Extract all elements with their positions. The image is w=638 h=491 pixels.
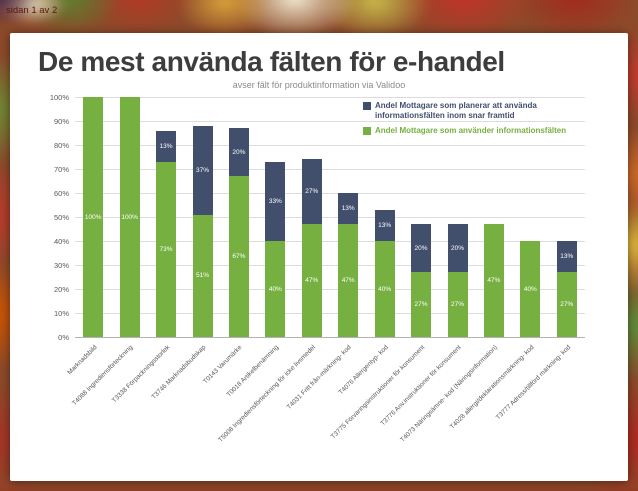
bar-segment-uses: 40% xyxy=(265,241,286,337)
x-axis-label: T0143 Varumärke xyxy=(202,344,244,386)
y-axis-tick-label: 70% xyxy=(53,165,69,174)
legend-label: Andel Mottagare som planerar att använda… xyxy=(375,101,537,120)
x-axis-labels: Marknadsbild T4088 Ingrediensförteckning T… xyxy=(66,339,585,481)
bar-segment-plans: 27% xyxy=(301,159,322,225)
bar-value-label: 51% xyxy=(195,272,209,280)
y-axis-tick-label: 90% xyxy=(53,117,69,126)
bar-segment-uses: 100% xyxy=(119,97,140,337)
bar-value-label: 47% xyxy=(487,277,501,285)
bar-value-label: 100% xyxy=(121,213,138,221)
legend-item: Andel Mottagare som planerar att använda… xyxy=(363,101,585,121)
bar-value-label: 47% xyxy=(305,277,319,285)
legend-label: Andel Mottagare som använder information… xyxy=(375,126,567,135)
bar-segment-uses: 27% xyxy=(556,272,577,337)
slide-card: De mest använda fälten för e-handel avse… xyxy=(10,33,628,481)
y-axis-tick-label: 80% xyxy=(53,141,69,150)
bar-value-label: 73% xyxy=(159,245,173,253)
bar-segment-uses: 51% xyxy=(192,214,213,337)
bar-value-label: 13% xyxy=(341,205,355,213)
bar-value-label: 27% xyxy=(450,301,464,309)
gridline xyxy=(75,120,585,122)
x-axis-label: T3777 Adress/tillförd märkning- kod xyxy=(494,344,572,422)
chart-legend: Andel Mottagare som planerar att använda… xyxy=(363,101,585,136)
bar-value-label: 40% xyxy=(523,285,537,293)
bar-segment-uses: 27% xyxy=(447,272,468,337)
bar-value-label: 27% xyxy=(305,188,319,196)
bar-segment-uses: 73% xyxy=(156,161,177,337)
y-axis-tick-label: 20% xyxy=(53,285,69,294)
bar-value-label: 13% xyxy=(378,221,392,229)
bar-value-label: 40% xyxy=(378,285,392,293)
bar-value-label: 20% xyxy=(414,244,428,252)
gridline xyxy=(75,312,585,314)
y-axis-tick-label: 40% xyxy=(53,237,69,246)
bar-value-label: 47% xyxy=(341,277,355,285)
slide-title: De mest använda fälten för e-handel xyxy=(38,46,505,77)
gridline xyxy=(75,264,585,266)
bar-segment-plans: 20% xyxy=(411,224,432,273)
x-axis-label: T4031 Fritt från-märkning- kod xyxy=(286,344,354,412)
bar-segment-uses: 100% xyxy=(83,97,104,337)
bar-segment-plans: 20% xyxy=(228,128,249,177)
bar-segment-plans: 13% xyxy=(556,241,577,273)
y-axis-tick-label: 100% xyxy=(49,93,69,102)
gridline xyxy=(75,192,585,194)
bar-segment-uses: 40% xyxy=(520,241,541,337)
bar-value-label: 67% xyxy=(232,253,246,261)
bar-value-label: 13% xyxy=(560,253,574,261)
chart-subtitle: avser fält för produktinformation via Va… xyxy=(232,80,406,90)
legend-item: Andel Mottagare som använder information… xyxy=(363,126,585,136)
legend-swatch-icon xyxy=(363,127,371,135)
bar-segment-plans: 20% xyxy=(447,224,468,273)
gridline xyxy=(75,96,585,98)
y-axis-tick-label: 0% xyxy=(58,333,69,342)
bar-value-label: 100% xyxy=(84,213,102,221)
bar-segment-plans: 37% xyxy=(192,125,213,215)
bar-value-label: 27% xyxy=(560,301,574,309)
x-axis-label: T3776 Anv.instruktioner för konsument xyxy=(379,344,463,428)
gridline xyxy=(75,216,585,218)
bar-segment-plans: 33% xyxy=(265,161,286,241)
x-axis-label: Marknadsbild xyxy=(65,344,99,377)
bar-value-label: 27% xyxy=(414,301,428,309)
bar-segment-uses: 47% xyxy=(483,224,504,337)
y-axis-tick-label: 50% xyxy=(53,213,69,222)
bar-segment-plans: 13% xyxy=(374,209,395,241)
bar-segment-uses: 47% xyxy=(338,224,359,337)
plot-area: Andel Mottagare som planerar att använda… xyxy=(50,93,585,342)
gridline xyxy=(75,288,585,290)
legend-swatch-icon xyxy=(363,102,371,110)
bar-value-label: 13% xyxy=(159,142,173,150)
bar-value-label: 40% xyxy=(268,285,282,293)
bar-segment-uses: 40% xyxy=(374,241,395,337)
bar-value-label: 37% xyxy=(195,166,209,174)
x-axis-label: T4088 Ingrediensförteckning xyxy=(71,344,135,408)
y-axis-tick-label: 10% xyxy=(53,309,69,318)
y-axis-tick-label: 30% xyxy=(53,261,69,270)
y-axis-tick-label: 60% xyxy=(53,189,69,198)
bar-value-label: 20% xyxy=(450,244,464,252)
bar-segment-uses: 47% xyxy=(301,224,322,337)
gridline xyxy=(75,144,585,146)
bar-segment-uses: 67% xyxy=(228,176,249,337)
bar-value-label: 20% xyxy=(232,148,246,156)
bar-segment-plans: 13% xyxy=(156,130,177,162)
page-indicator: sidan 1 av 2 xyxy=(6,5,58,16)
gridline xyxy=(75,240,585,242)
bar-segment-uses: 27% xyxy=(411,272,432,337)
bar-segment-plans: 13% xyxy=(338,193,359,225)
bar-value-label: 33% xyxy=(268,197,282,205)
gridline xyxy=(75,168,585,170)
